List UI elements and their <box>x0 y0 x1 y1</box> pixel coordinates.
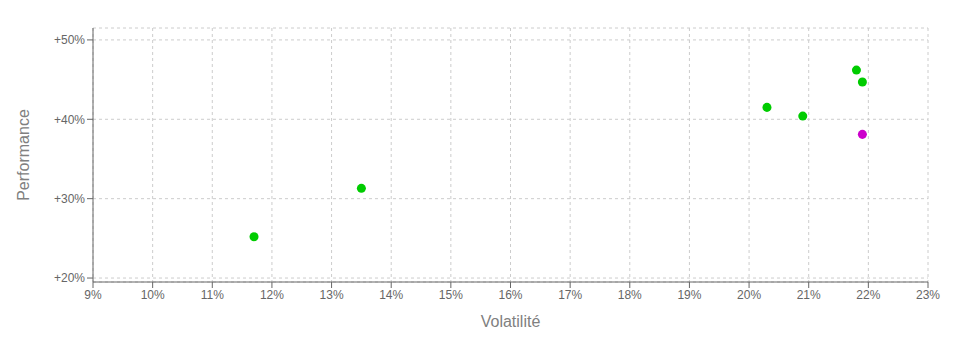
svg-text:Performance: Performance <box>15 109 32 201</box>
svg-text:16%: 16% <box>498 288 522 302</box>
svg-text:11%: 11% <box>201 288 224 302</box>
svg-text:12%: 12% <box>260 288 284 302</box>
svg-text:19%: 19% <box>677 288 701 302</box>
svg-text:21%: 21% <box>797 288 821 302</box>
svg-text:13%: 13% <box>320 288 344 302</box>
svg-text:+50%: +50% <box>54 33 85 47</box>
svg-text:18%: 18% <box>618 288 642 302</box>
svg-text:20%: 20% <box>737 288 761 302</box>
svg-text:10%: 10% <box>141 288 165 302</box>
svg-text:+30%: +30% <box>54 192 85 206</box>
svg-text:23%: 23% <box>916 288 940 302</box>
svg-text:+40%: +40% <box>54 113 85 127</box>
svg-text:22%: 22% <box>856 288 880 302</box>
svg-text:15%: 15% <box>439 288 463 302</box>
svg-text:9%: 9% <box>84 288 102 302</box>
svg-text:17%: 17% <box>558 288 582 302</box>
svg-text:14%: 14% <box>379 288 403 302</box>
svg-text:Volatilité: Volatilité <box>481 313 541 330</box>
svg-text:+20%: +20% <box>54 271 85 285</box>
